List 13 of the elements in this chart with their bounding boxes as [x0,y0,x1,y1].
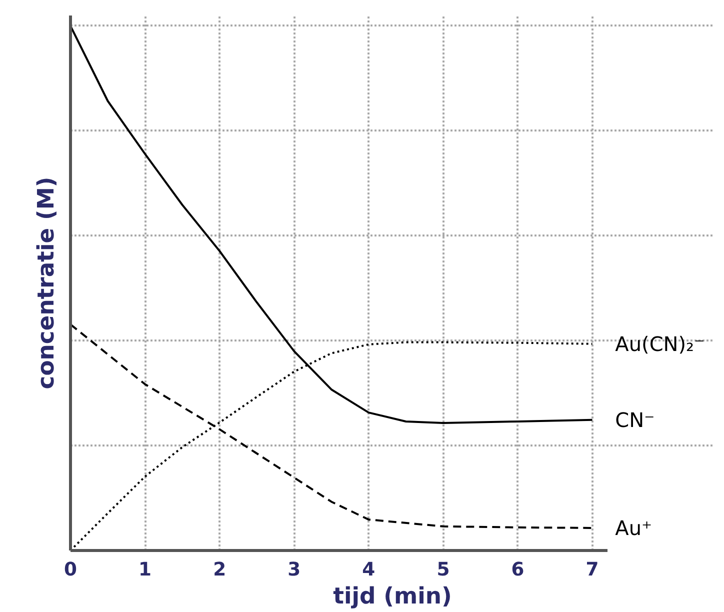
x-tick-label: 7 [586,560,599,580]
series-label: Au(CN)₂⁻ [615,332,705,356]
x-tick-label: 6 [511,560,524,580]
x-axis-title: tijd (min) [333,584,452,610]
x-tick-label: 5 [436,560,450,580]
series-label: Au⁺ [615,516,652,540]
x-tick-label: 3 [288,560,301,580]
x-tick-label: 4 [362,560,376,580]
y-axis-title: concentratie (M) [34,176,60,390]
series-label: CN⁻ [615,408,655,432]
x-tick-label: 1 [138,560,152,580]
x-tick-label: 2 [213,560,226,580]
x-tick-label: 0 [64,560,78,580]
